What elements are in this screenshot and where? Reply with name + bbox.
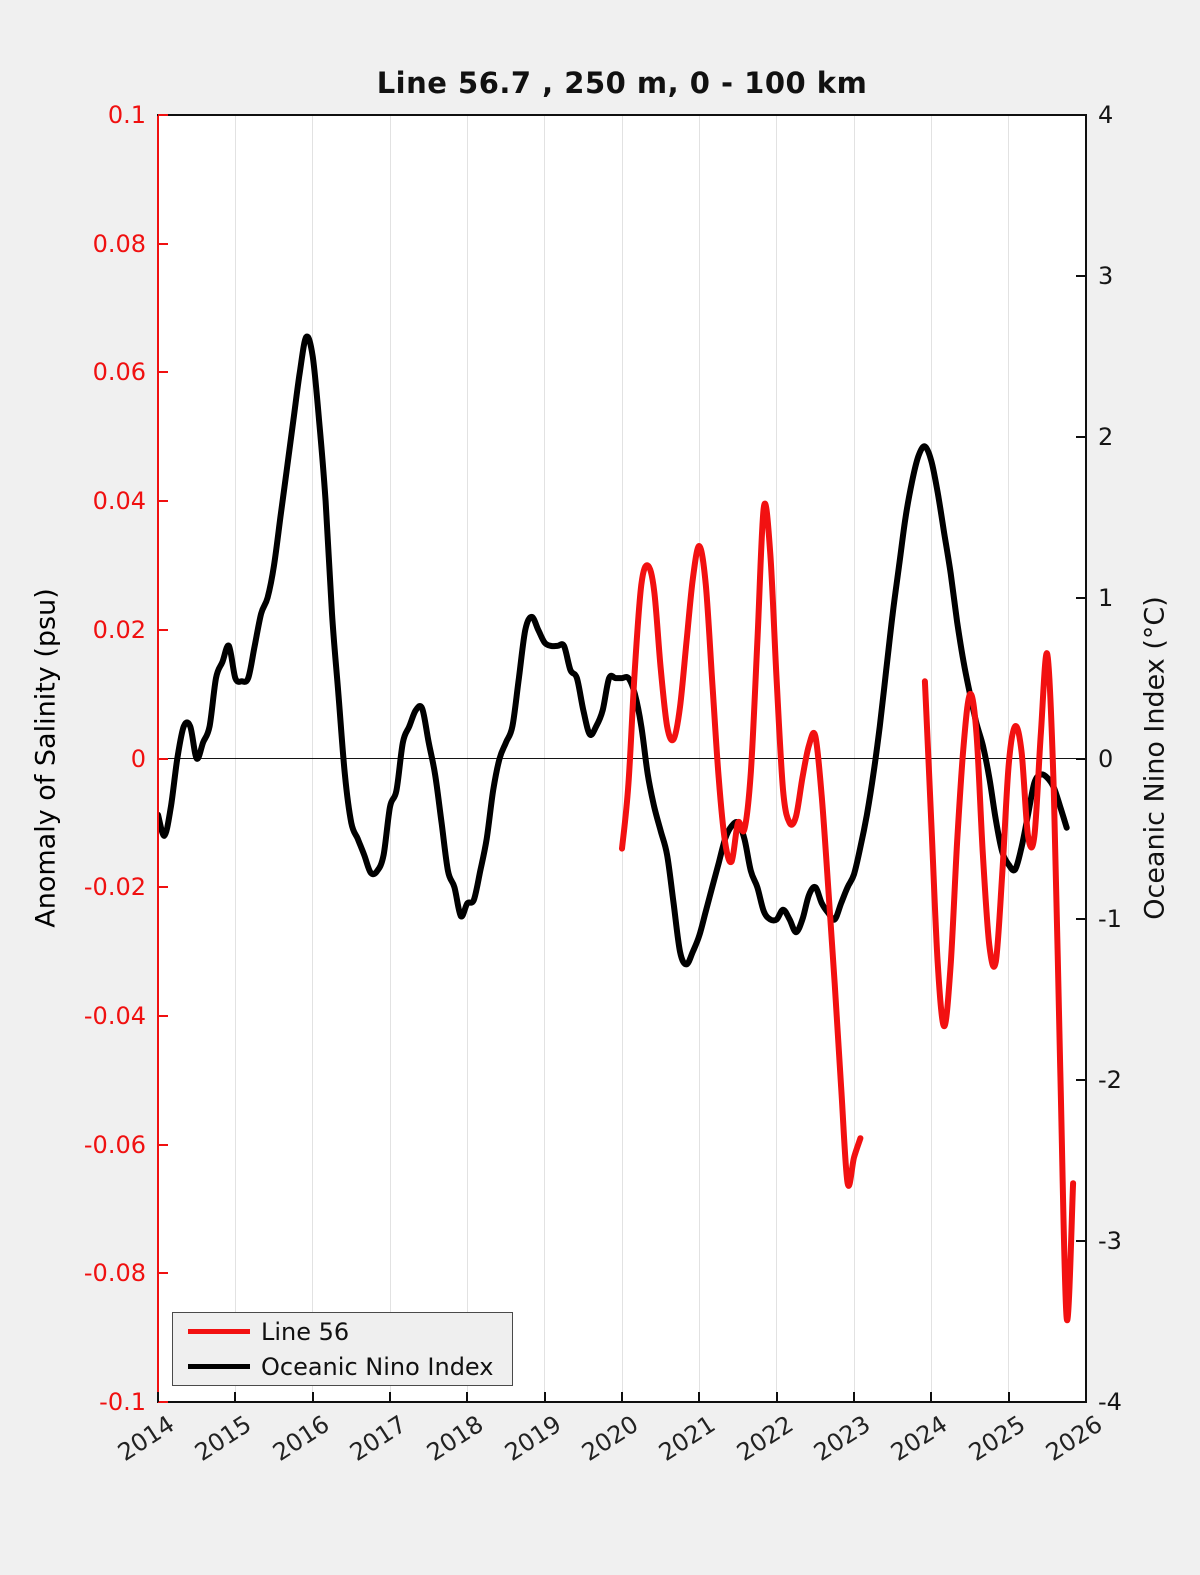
left-axis-tick-label: -0.04 — [83, 1001, 146, 1030]
left-axis-tick-label: -0.08 — [83, 1259, 146, 1288]
left-axis-tick — [158, 500, 168, 503]
right-y-axis-label: Oceanic Nino Index (°C) — [1139, 596, 1171, 920]
left-axis-tick-label: 0.02 — [92, 615, 146, 644]
x-axis-tick-label: 2016 — [267, 1410, 334, 1467]
legend: Line 56 Oceanic Nino Index — [172, 1312, 513, 1386]
left-axis-tick-label: 0 — [130, 744, 146, 773]
x-axis-tick-label: 2020 — [576, 1410, 644, 1467]
legend-label: Line 56 — [261, 1317, 350, 1346]
line56-curve — [619, 500, 864, 1189]
x-axis-tick-label: 2022 — [731, 1410, 798, 1467]
x-axis-tick-label: 2025 — [963, 1410, 1030, 1467]
right-axis-tick-label: 3 — [1098, 261, 1114, 290]
plot-area — [158, 115, 1086, 1402]
right-axis-tick — [1076, 114, 1086, 116]
x-axis-tick-label: 2026 — [1040, 1410, 1108, 1467]
legend-line-sample — [188, 1364, 250, 1369]
right-axis-tick-label: 4 — [1098, 101, 1114, 129]
left-axis-tick-label: -0.02 — [83, 873, 146, 902]
x-axis-tick-label: 2023 — [808, 1410, 876, 1467]
zero-line — [158, 758, 1086, 759]
left-axis-tick — [158, 114, 168, 116]
right-axis-tick — [1076, 1240, 1086, 1243]
x-axis-tick-label: 2017 — [344, 1410, 412, 1467]
x-axis-tick — [930, 1392, 933, 1402]
right-axis-tick — [1076, 274, 1086, 277]
right-axis-tick — [1076, 757, 1086, 760]
x-axis-tick — [621, 1392, 623, 1402]
x-axis-tick — [775, 1392, 778, 1402]
left-axis-tick-label: 0.06 — [92, 358, 146, 387]
x-axis-tick — [466, 1392, 469, 1402]
left-axis-tick-label: -0.1 — [99, 1388, 146, 1416]
right-axis-tick-label: -3 — [1098, 1227, 1122, 1256]
chart-curves — [158, 333, 1077, 1324]
x-axis-tick-label: 2014 — [112, 1410, 180, 1467]
x-axis-tick-label: 2019 — [499, 1410, 566, 1467]
x-axis-tick-label: 2015 — [190, 1410, 257, 1467]
right-axis-tick — [1076, 596, 1086, 599]
legend-line-sample — [188, 1329, 250, 1334]
left-axis-tick-label: -0.06 — [83, 1130, 146, 1159]
right-axis-tick-label: -2 — [1098, 1066, 1122, 1095]
x-axis-tick — [1085, 1392, 1087, 1402]
left-axis-tick — [158, 628, 168, 631]
right-axis-tick — [1076, 918, 1086, 921]
legend-entry: Line 56 — [173, 1314, 512, 1349]
top-spine — [157, 114, 1087, 116]
right-axis-tick — [1076, 435, 1086, 438]
bottom-spine — [157, 1401, 1087, 1403]
left-axis-tick-label: 0.08 — [92, 229, 146, 258]
x-axis-tick — [157, 1392, 159, 1402]
right-axis-tick — [1076, 1401, 1086, 1403]
x-axis-tick — [311, 1392, 314, 1402]
x-axis-tick — [234, 1392, 237, 1402]
left-axis-tick-label: 0.04 — [92, 487, 146, 516]
legend-entry: Oceanic Nino Index — [173, 1349, 512, 1384]
right-axis-tick-label: -4 — [1098, 1388, 1122, 1416]
left-axis-tick — [158, 371, 168, 374]
right-spine — [1085, 115, 1087, 1402]
right-axis-tick-label: -1 — [1098, 905, 1122, 934]
x-axis-tick — [389, 1392, 391, 1402]
x-axis-tick — [543, 1392, 546, 1402]
right-axis-tick-label: 2 — [1098, 422, 1114, 451]
x-axis-tick-label: 2024 — [886, 1410, 953, 1467]
oni-curve — [158, 333, 1070, 968]
left-axis-tick — [158, 1272, 168, 1275]
left-axis-tick — [158, 757, 168, 760]
x-axis-tick — [853, 1392, 855, 1402]
x-axis-tick — [1007, 1392, 1010, 1402]
legend-label: Oceanic Nino Index — [261, 1352, 494, 1381]
x-axis-tick-label: 2018 — [422, 1410, 489, 1467]
left-axis-tick — [158, 242, 168, 245]
x-axis-tick-label: 2021 — [654, 1410, 721, 1467]
chart-title: Line 56.7 , 250 m, 0 - 100 km — [376, 66, 868, 100]
left-axis-tick — [158, 1014, 168, 1017]
left-axis-tick — [158, 886, 168, 889]
x-axis-tick — [698, 1392, 701, 1402]
left-axis-tick — [158, 1401, 168, 1403]
right-axis-tick — [1076, 1079, 1086, 1082]
left-axis-tick-label: 0.1 — [107, 101, 146, 129]
right-axis-tick-label: 1 — [1098, 583, 1114, 612]
left-axis-tick — [158, 1143, 168, 1146]
right-axis-tick-label: 0 — [1098, 744, 1114, 773]
line56-curve — [921, 650, 1077, 1324]
